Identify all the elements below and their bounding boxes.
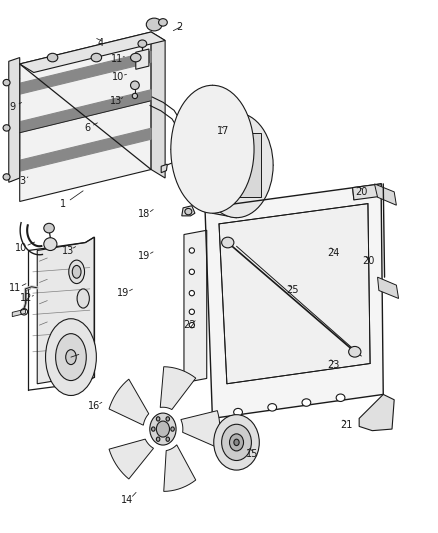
Text: 13: 13 bbox=[62, 246, 74, 255]
Text: 19: 19 bbox=[117, 288, 130, 298]
Ellipse shape bbox=[214, 415, 259, 470]
Polygon shape bbox=[20, 51, 151, 94]
Polygon shape bbox=[359, 394, 394, 431]
Polygon shape bbox=[20, 128, 151, 171]
Polygon shape bbox=[164, 445, 196, 491]
Ellipse shape bbox=[3, 125, 10, 131]
Polygon shape bbox=[171, 85, 273, 217]
Ellipse shape bbox=[3, 79, 10, 86]
Text: 23: 23 bbox=[328, 360, 340, 369]
Polygon shape bbox=[136, 49, 149, 69]
Ellipse shape bbox=[234, 408, 243, 416]
Polygon shape bbox=[182, 206, 195, 216]
Text: 22: 22 bbox=[183, 320, 195, 330]
Ellipse shape bbox=[181, 145, 192, 162]
Ellipse shape bbox=[268, 403, 277, 411]
Polygon shape bbox=[378, 277, 399, 298]
Text: 2: 2 bbox=[177, 22, 183, 31]
Ellipse shape bbox=[47, 53, 58, 62]
Polygon shape bbox=[184, 230, 207, 383]
Polygon shape bbox=[12, 309, 25, 317]
Ellipse shape bbox=[185, 208, 192, 215]
Text: 24: 24 bbox=[328, 248, 340, 257]
Text: 18: 18 bbox=[138, 209, 151, 219]
Ellipse shape bbox=[200, 113, 273, 217]
Ellipse shape bbox=[166, 417, 170, 421]
Text: 12: 12 bbox=[20, 294, 32, 303]
Ellipse shape bbox=[159, 19, 167, 26]
Ellipse shape bbox=[131, 81, 139, 90]
Text: 20: 20 bbox=[363, 256, 375, 266]
Text: 17: 17 bbox=[217, 126, 230, 135]
Text: 21: 21 bbox=[340, 421, 352, 430]
Text: 6: 6 bbox=[85, 123, 91, 133]
Polygon shape bbox=[109, 379, 149, 425]
Ellipse shape bbox=[150, 413, 176, 445]
Ellipse shape bbox=[72, 265, 81, 278]
Text: 15: 15 bbox=[246, 449, 258, 459]
Text: 14: 14 bbox=[121, 495, 133, 505]
Text: 9: 9 bbox=[9, 102, 15, 111]
Ellipse shape bbox=[302, 399, 311, 406]
Ellipse shape bbox=[189, 309, 194, 314]
Ellipse shape bbox=[166, 437, 170, 441]
Polygon shape bbox=[353, 184, 382, 200]
Ellipse shape bbox=[222, 424, 251, 461]
Ellipse shape bbox=[222, 237, 234, 248]
Text: 19: 19 bbox=[138, 251, 151, 261]
Polygon shape bbox=[37, 237, 94, 384]
Text: 11: 11 bbox=[9, 283, 21, 293]
Ellipse shape bbox=[171, 85, 254, 213]
Polygon shape bbox=[219, 204, 370, 384]
Text: 1: 1 bbox=[60, 199, 67, 208]
Polygon shape bbox=[109, 439, 153, 479]
Polygon shape bbox=[374, 184, 396, 205]
Ellipse shape bbox=[69, 260, 85, 284]
Ellipse shape bbox=[152, 427, 155, 431]
Text: 25: 25 bbox=[286, 285, 299, 295]
Ellipse shape bbox=[171, 427, 174, 431]
Ellipse shape bbox=[230, 434, 244, 451]
Polygon shape bbox=[160, 367, 196, 409]
Polygon shape bbox=[212, 133, 261, 197]
Text: 4: 4 bbox=[98, 38, 104, 47]
Polygon shape bbox=[181, 410, 220, 448]
Ellipse shape bbox=[189, 248, 194, 253]
Polygon shape bbox=[20, 32, 151, 201]
Ellipse shape bbox=[56, 334, 86, 381]
Polygon shape bbox=[151, 32, 165, 178]
Ellipse shape bbox=[189, 269, 194, 274]
Polygon shape bbox=[20, 90, 151, 133]
Text: 3: 3 bbox=[19, 176, 25, 186]
Text: 13: 13 bbox=[110, 96, 122, 106]
Ellipse shape bbox=[132, 93, 138, 99]
Ellipse shape bbox=[146, 18, 162, 31]
Text: 10: 10 bbox=[112, 72, 124, 82]
Ellipse shape bbox=[3, 174, 10, 180]
Text: 11: 11 bbox=[111, 54, 124, 63]
Ellipse shape bbox=[156, 417, 160, 421]
Ellipse shape bbox=[91, 53, 102, 62]
Text: 20: 20 bbox=[355, 187, 367, 197]
Ellipse shape bbox=[44, 223, 54, 233]
Ellipse shape bbox=[131, 53, 141, 62]
Polygon shape bbox=[9, 58, 20, 182]
Polygon shape bbox=[205, 184, 383, 418]
Polygon shape bbox=[20, 32, 165, 72]
Ellipse shape bbox=[349, 346, 361, 357]
Ellipse shape bbox=[156, 437, 160, 441]
Polygon shape bbox=[161, 164, 167, 173]
Ellipse shape bbox=[66, 350, 76, 365]
Ellipse shape bbox=[138, 40, 147, 47]
Text: 10: 10 bbox=[15, 243, 27, 253]
Text: 16: 16 bbox=[88, 401, 100, 411]
Ellipse shape bbox=[156, 421, 170, 437]
Ellipse shape bbox=[77, 289, 89, 308]
Ellipse shape bbox=[44, 238, 57, 251]
Ellipse shape bbox=[189, 290, 194, 296]
Ellipse shape bbox=[46, 319, 96, 395]
Ellipse shape bbox=[189, 322, 194, 328]
Ellipse shape bbox=[234, 439, 239, 446]
Ellipse shape bbox=[336, 394, 345, 401]
